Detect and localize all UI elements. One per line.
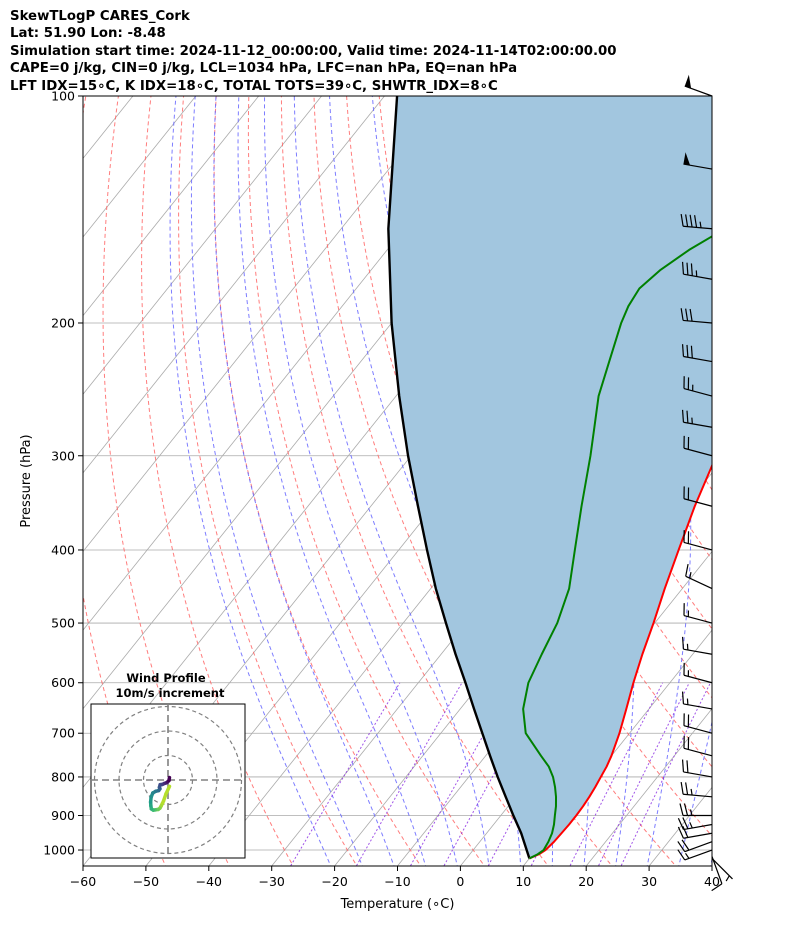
isotherm-line [0,96,70,866]
wind-barb [681,691,713,710]
dry-adiabat-line [346,96,677,866]
wind-barbs [677,74,733,892]
dry-adiabat-line [141,96,294,866]
y-tick-label: 300 [51,448,75,463]
wind-barb [681,759,713,778]
dry-adiabat-line [178,96,358,866]
wind-barb [683,152,713,170]
isotherm-line [83,96,385,474]
isotherm-line [522,629,712,866]
shaded-area [388,96,712,859]
wind-barb [711,856,723,892]
mixing-ratio-line [620,682,711,866]
x-tick-label: −20 [321,874,347,889]
mixing-ratio-line [355,682,463,866]
y-tick-label: 400 [51,542,75,557]
hodograph-inset: Wind Profile 10m/s increment [90,671,246,859]
isotherm-line [83,96,197,238]
axes: −60 −50 −40 −30 −20 −10 0 10 20 30 40 1000 900 800 700… [43,89,720,890]
hodograph-subtitle: 10m/s increment [116,686,225,700]
x-tick-label: 10 [515,874,531,889]
x-tick-label: −30 [259,874,285,889]
header-line-station: SkewTLogP CARES_Cork [10,9,190,24]
mixing-ratio-line [289,682,401,866]
dry-adiabat-line [443,96,712,699]
dewpoint-profile-line [522,235,712,860]
moist-adiabat-line [213,96,395,866]
x-tick-label: −50 [133,874,159,889]
wind-barb [683,603,713,624]
dry-adiabat-line [704,96,712,116]
moist-adiabat-line [293,96,490,866]
wind-barb [681,636,713,655]
wind-barb [711,858,733,882]
isotherm-line [711,865,712,866]
mixing-ratio-line [569,682,664,866]
wind-barb [677,839,713,853]
wind-barb [683,735,713,757]
x-tick-label: −40 [196,874,222,889]
isotherm-line [83,96,448,553]
wind-barb [679,803,712,817]
y-tick-label: 200 [51,315,75,330]
hodograph-plot [91,704,245,858]
y-tick-label: 700 [51,726,75,741]
header-line-indices: LFT IDX=15∘C, K IDX=18∘C, TOTAL TOTS=39∘… [10,78,498,94]
moist-adiabat-line [237,96,427,866]
dry-adiabat-line [731,79,794,869]
dry-adiabat-line [247,96,486,866]
wind-barb [683,435,713,457]
parcel-profile-line [387,96,531,859]
header-line-latlon: Lat: 51.90 Lon: -8.48 [10,26,166,42]
wind-barb [681,409,713,428]
mixing-ratio-line [597,682,690,866]
wind-barb [683,376,713,397]
x-tick-label: 20 [578,874,594,889]
sounding-profiles [387,96,712,860]
dry-adiabat-line [763,79,794,869]
dry-adiabat-line [313,96,613,866]
isotherm-line [83,96,322,395]
wind-barb [684,74,713,97]
header-line-times: Simulation start time: 2024-11-12_00:00:… [10,43,617,59]
wind-barb [680,308,713,324]
hodograph-title: Wind Profile [126,671,206,685]
y-axis-label: Pressure (hPa) [19,434,34,527]
wind-barb [683,713,713,734]
x-tick-label: −60 [70,874,96,889]
wind-barb [683,662,713,684]
y-tick-label: 1000 [43,843,75,858]
cape-cin-shading [388,96,712,859]
moist-adiabat-line [709,857,712,866]
wind-barb [680,213,713,230]
y-tick-label: 600 [51,675,75,690]
y-tick-label: 500 [51,616,75,631]
wind-barb [681,344,713,363]
temperature-profile-line [528,463,712,860]
x-tick-label: 30 [641,874,657,889]
wind-barb [677,817,713,831]
wind-barb [683,486,713,507]
moist-adiabat-line [190,96,363,866]
chart-header: SkewTLogP CARES_Cork Lat: 51.90 Lon: -8.… [10,8,617,95]
wind-barb [677,849,713,861]
wind-barb [681,261,713,280]
y-tick-label: 900 [51,808,75,823]
moist-adiabat-line [169,96,332,866]
x-axis-label: Temperature (∘C) [340,897,455,912]
header-line-cape: CAPE=0 j/kg, CIN=0 j/kg, LCL=1034 hPa, L… [10,61,518,77]
y-tick-label: 100 [51,89,75,104]
wind-barb [680,781,713,798]
y-tick-label: 800 [51,769,75,784]
wind-barb [685,564,713,590]
x-tick-label: 40 [704,874,720,889]
x-tick-label: −10 [384,874,410,889]
wind-barb [683,530,713,551]
wind-barb [677,825,713,839]
x-tick-label: 0 [456,874,464,889]
isotherm-line [83,96,260,317]
